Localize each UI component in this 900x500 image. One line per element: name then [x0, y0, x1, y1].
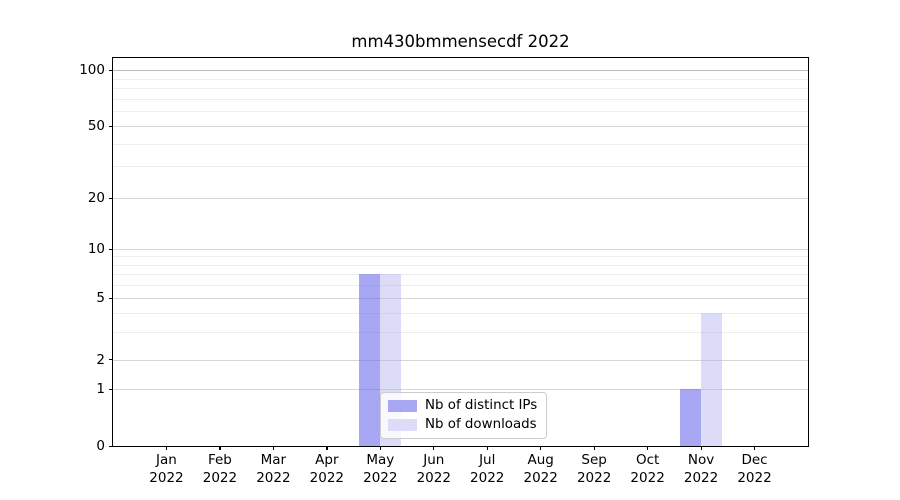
x-tick-mark-aug	[540, 446, 542, 450]
gridline-minor-60	[113, 111, 808, 113]
y-tick-label-20: 20	[87, 190, 105, 206]
legend-swatch-distinct-ips	[388, 399, 417, 412]
gridline-minor-7	[113, 274, 808, 276]
x-tick-mark-may	[379, 446, 381, 450]
x-tick-label-dec: Dec 2022	[737, 452, 772, 486]
gridline-minor-30	[113, 166, 808, 168]
legend-label-distinct-ips: Nb of distinct IPs	[425, 397, 538, 413]
y-tick-label-100: 100	[79, 62, 105, 78]
plot-area	[112, 57, 809, 447]
y-tick-label-5: 5	[96, 290, 105, 306]
x-tick-mark-nov	[700, 446, 702, 450]
x-tick-label-aug: Aug 2022	[523, 452, 558, 486]
legend: Nb of distinct IPs Nb of downloads	[380, 392, 547, 439]
gridline-major-2	[113, 359, 808, 361]
y-tick-mark-100	[109, 69, 113, 71]
y-tick-mark-0	[109, 445, 113, 447]
x-tick-label-mar: Mar 2022	[256, 452, 291, 486]
y-tick-mark-1	[109, 388, 113, 390]
y-tick-mark-10	[109, 248, 113, 250]
gridline-minor-8	[113, 264, 808, 266]
bar-downloads-nov	[701, 312, 723, 446]
x-tick-mark-feb	[219, 446, 221, 450]
legend-entry-distinct-ips: Nb of distinct IPs	[388, 397, 538, 415]
x-tick-label-oct: Oct 2022	[630, 452, 665, 486]
x-tick-mark-jul	[486, 446, 488, 450]
bar-distinct-ips-may	[359, 274, 381, 446]
x-tick-mark-oct	[647, 446, 649, 450]
gridline-major-50	[113, 126, 808, 127]
x-tick-mark-mar	[272, 446, 275, 450]
x-tick-mark-jan	[165, 446, 168, 450]
gridline-minor-3	[113, 332, 808, 334]
x-tick-label-apr: Apr 2022	[309, 452, 345, 486]
gridline-minor-9	[113, 256, 808, 258]
y-tick-mark-5	[109, 297, 113, 299]
y-tick-label-0: 0	[96, 438, 105, 454]
x-tick-mark-apr	[326, 446, 328, 450]
bar-distinct-ips-nov	[680, 389, 702, 446]
y-tick-label-1: 1	[96, 381, 105, 397]
x-tick-mark-sep	[593, 446, 595, 450]
y-tick-mark-50	[109, 125, 113, 127]
x-tick-mark-jun	[433, 446, 435, 450]
gridline-major-100	[113, 70, 808, 71]
gridline-minor-4	[113, 312, 808, 314]
y-tick-label-50: 50	[87, 118, 105, 134]
y-tick-mark-2	[109, 359, 113, 361]
legend-label-downloads: Nb of downloads	[425, 417, 537, 433]
gridline-major-10	[113, 249, 808, 250]
x-tick-mark-dec	[754, 446, 756, 450]
x-tick-label-may: May 2022	[363, 452, 398, 486]
gridline-minor-70	[113, 98, 808, 100]
gridline-minor-6	[113, 285, 808, 287]
legend-swatch-downloads	[388, 419, 417, 432]
x-tick-label-feb: Feb 2022	[202, 452, 238, 486]
y-tick-label-2: 2	[96, 351, 105, 368]
gridline-major-5	[113, 298, 808, 299]
gridline-minor-80	[113, 88, 808, 90]
gridline-minor-40	[113, 143, 808, 145]
x-tick-label-jun: Jun 2022	[416, 452, 451, 486]
gridline-minor-90	[113, 78, 808, 80]
gridline-major-20	[113, 198, 808, 199]
legend-entry-downloads: Nb of downloads	[388, 416, 538, 434]
x-tick-label-jan: Jan 2022	[149, 452, 184, 486]
gridline-major-1	[113, 389, 808, 390]
chart-title: mm430bmmensecdf 2022	[351, 32, 570, 51]
x-tick-label-jul: Jul 2022	[470, 452, 505, 486]
x-tick-label-sep: Sep 2022	[576, 452, 612, 486]
x-tick-label-nov: Nov 2022	[683, 452, 719, 486]
y-tick-mark-20	[109, 197, 113, 199]
y-tick-label-10: 10	[87, 241, 105, 257]
